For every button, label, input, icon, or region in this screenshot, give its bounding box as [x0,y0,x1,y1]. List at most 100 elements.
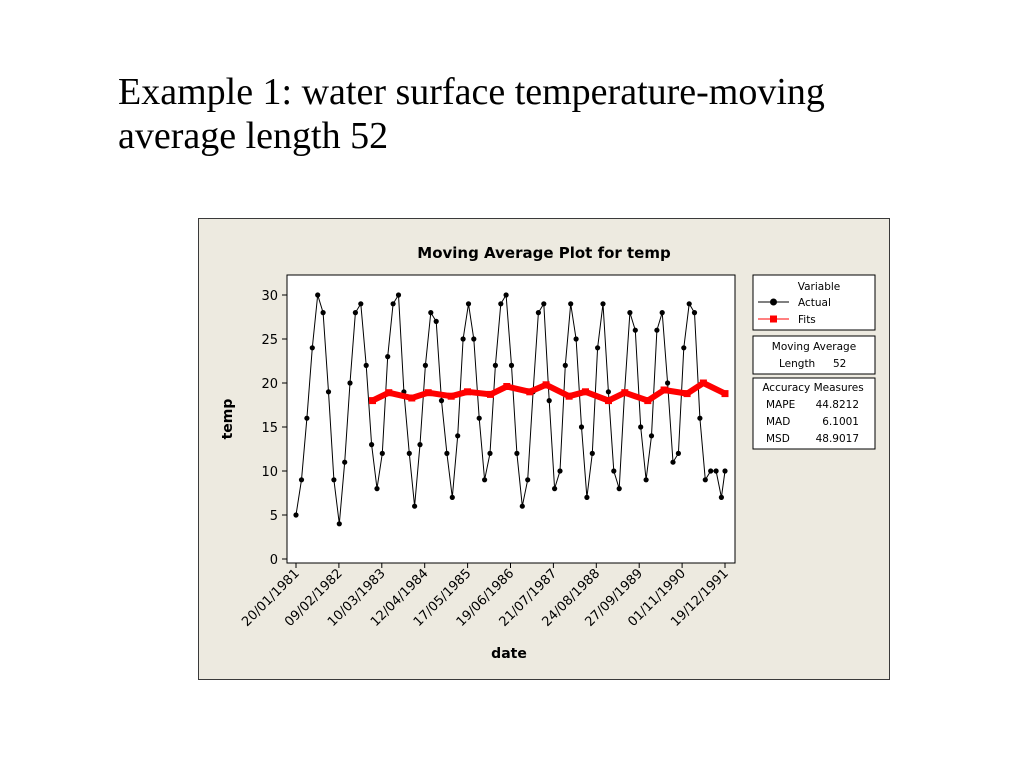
x-axis-label: date [491,646,527,662]
actual-point [298,477,305,483]
actual-point [519,503,525,509]
actual-point [654,327,660,333]
chart-title: Moving Average Plot for temp [417,244,671,262]
actual-point [342,459,348,465]
y-axis: 0 5 10 15 20 25 30 [261,289,287,568]
actual-point [605,389,611,395]
actual-point [552,486,558,492]
accuracy-legend: Accuracy Measures MAPE 44.8212 MAD 6.100… [752,377,876,450]
fits-point [447,392,455,400]
actual-point [352,310,358,316]
actual-point [482,477,488,483]
actual-point [422,362,428,368]
fits-point [487,390,494,398]
actual-point [492,362,498,368]
actual-point [309,345,315,351]
actual-point [514,450,520,456]
actual-point [379,450,385,456]
actual-point [406,450,412,456]
slide-title: Example 1: water surface temperature-mov… [118,70,938,158]
actual-point [675,450,681,456]
moving-average-chart: Moving Average Plot for temp 0 5 10 15 20 25 3… [220,244,876,662]
x-axis: 20/01/198109/02/198210/03/198312/04/1984… [239,563,732,630]
actual-point [433,318,439,324]
actual-point [320,310,326,316]
actual-point [611,468,617,474]
series-actual [293,292,728,527]
actual-point [417,442,423,448]
actual-point [568,301,574,307]
fits-point [526,388,534,396]
actual-point [584,494,590,500]
actual-point [600,301,606,307]
y-tick-label: 20 [261,377,278,392]
variable-legend-title: Variable [798,281,841,293]
actual-point [315,292,321,298]
fits-point [503,383,511,390]
actual-point [293,512,299,518]
actual-point [498,301,504,307]
fits-point [582,388,589,396]
fits-point [464,388,471,396]
actual-point [444,450,450,456]
actual-point [471,336,477,342]
legend-fits-marker [770,315,777,323]
actual-point [390,301,396,307]
actual-point [702,477,708,483]
actual-point [465,301,472,307]
y-tick-label: 30 [261,289,278,304]
actual-point [412,503,418,509]
actual-point [643,477,649,483]
actual-point [508,362,515,368]
chart-panel: Moving Average Plot for temp 0 5 10 15 20 25 3… [198,218,890,680]
fits-point [721,390,729,398]
actual-point [438,398,445,404]
actual-point [665,380,671,386]
variable-legend: Variable Actual Fits [752,274,876,331]
y-tick-label: 0 [270,553,278,568]
actual-point [487,450,493,456]
accuracy-value-mape: 44.8212 [816,399,859,411]
accuracy-value-mad: 6.1001 [822,416,859,428]
actual-point [578,424,585,430]
fits-point [621,389,629,397]
accuracy-value-msd: 48.9017 [816,433,859,445]
y-tick-label: 10 [261,465,278,480]
actual-point [525,477,531,483]
actual-point [331,477,337,483]
actual-point [638,424,644,430]
actual-point [681,345,687,351]
slide-title-line-2: average length 52 [118,115,389,157]
legend-fits-label: Fits [798,314,816,326]
actual-point [503,292,509,298]
fits-point [699,379,707,387]
fits-point [644,397,652,405]
actual-point [325,389,332,395]
fits-point [542,381,550,389]
fits-point [683,390,691,398]
actual-point [697,415,703,421]
actual-point [627,310,633,316]
actual-point [595,345,601,351]
actual-point [686,301,692,307]
actual-point [535,310,541,316]
actual-point [363,362,369,368]
legend-actual-marker [770,298,777,306]
moving-average-legend-box [752,335,876,375]
accuracy-legend-box [752,377,876,450]
moving-average-length-label: Length [779,358,815,370]
moving-average-length-value: 52 [833,358,846,370]
moving-average-title: Moving Average [772,341,856,353]
actual-point [562,362,568,368]
actual-point [708,468,714,474]
y-tick-label: 25 [261,333,278,348]
actual-point [659,310,665,316]
fits-point [424,389,432,397]
accuracy-name-msd: MSD [766,433,790,445]
actual-point [358,301,364,307]
actual-point [616,486,622,492]
actual-point [632,327,638,333]
actual-point [347,380,353,386]
moving-average-legend: Moving Average Length 52 [752,335,876,375]
accuracy-name-mape: MAPE [766,399,795,411]
